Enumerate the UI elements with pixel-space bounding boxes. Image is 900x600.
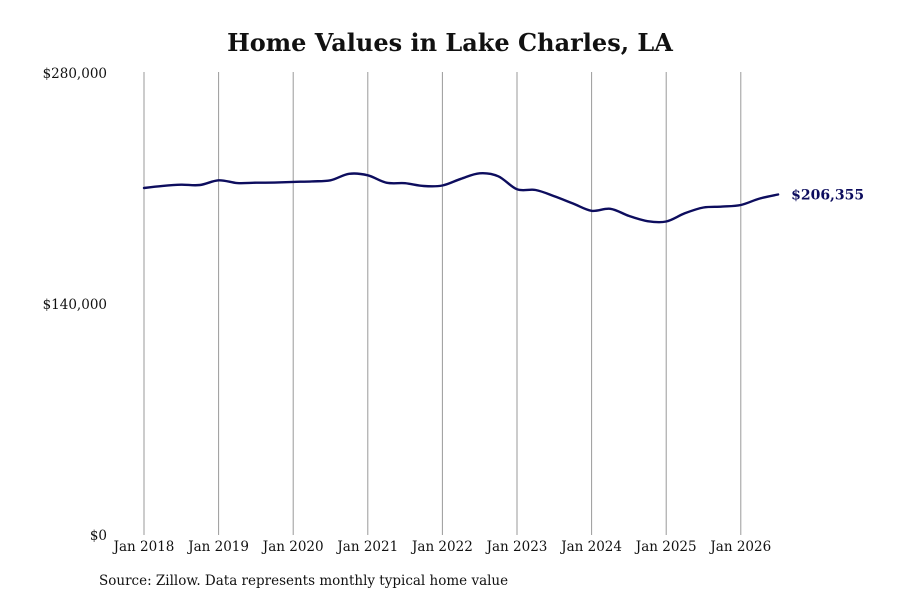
x-tick-label: Jan 2024 — [559, 539, 622, 555]
x-gridlines — [143, 72, 742, 535]
home-value-line — [142, 172, 780, 224]
x-tick-label: Jan 2019 — [186, 539, 249, 555]
y-tick-label: $140,000 — [43, 297, 107, 313]
x-tick-label: Jan 2020 — [261, 539, 324, 555]
y-tick-label: $0 — [90, 528, 107, 544]
x-axis-tick-labels: Jan 2018 Jan 2019 Jan 2020 Jan 2021 Jan 2022… — [112, 539, 772, 555]
x-tick-label: Jan 2018 — [112, 539, 175, 555]
y-axis-tick-labels: $0 $140,000 $280,000 — [43, 66, 107, 544]
end-label-layer: $206,355 — [791, 188, 864, 204]
x-tick-label: Jan 2022 — [410, 539, 473, 555]
y-tick-label: $280,000 — [43, 66, 107, 82]
x-tick-label: Jan 2025 — [634, 539, 697, 555]
series-line-layer — [142, 172, 780, 224]
source-note: Source: Zillow. Data represents monthly … — [99, 573, 509, 589]
end-value-label: $206,355 — [791, 188, 864, 204]
chart-title: Home Values in Lake Charles, LA — [227, 28, 673, 57]
x-tick-label: Jan 2023 — [485, 539, 548, 555]
x-tick-label: Jan 2026 — [708, 539, 771, 555]
x-tick-label: Jan 2021 — [335, 539, 398, 555]
